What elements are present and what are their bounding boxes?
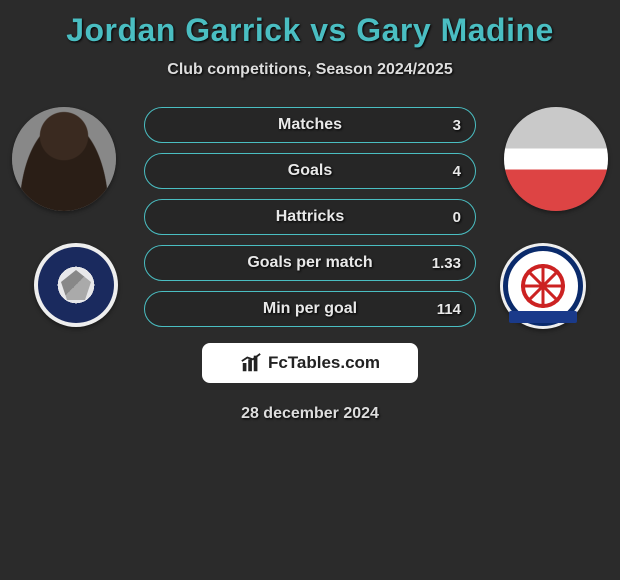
source-logo-text: FcTables.com xyxy=(268,353,380,373)
stat-value: 114 xyxy=(437,301,461,318)
stat-value: 4 xyxy=(453,163,461,180)
subtitle: Club competitions, Season 2024/2025 xyxy=(6,61,614,79)
avatar-placeholder-icon xyxy=(504,107,608,211)
page-title: Jordan Garrick vs Gary Madine xyxy=(6,12,614,49)
stat-value: 1.33 xyxy=(432,255,461,272)
snapshot-date: 28 december 2024 xyxy=(6,405,614,423)
stat-label: Hattricks xyxy=(276,208,344,226)
ship-wheel-icon xyxy=(521,264,565,308)
oldham-badge-icon xyxy=(38,247,114,323)
stat-label: Min per goal xyxy=(263,300,357,318)
stat-label: Goals xyxy=(288,162,332,180)
comparison-body: Matches 3 Goals 4 Hattricks 0 Goals per … xyxy=(6,107,614,337)
stat-pill-matches: Matches 3 xyxy=(144,107,476,143)
player-photo-right xyxy=(504,107,608,211)
club-badge-left xyxy=(34,243,118,327)
stats-list: Matches 3 Goals 4 Hattricks 0 Goals per … xyxy=(144,107,476,337)
comparison-card: Jordan Garrick vs Gary Madine Club compe… xyxy=(0,0,620,431)
hartlepool-badge-icon xyxy=(503,246,583,326)
source-logo: FcTables.com xyxy=(202,343,418,383)
bar-chart-icon xyxy=(240,352,262,374)
stat-value: 0 xyxy=(453,209,461,226)
stat-pill-goals: Goals 4 xyxy=(144,153,476,189)
club-badge-right xyxy=(500,243,586,329)
stat-value: 3 xyxy=(453,117,461,134)
avatar-placeholder-icon xyxy=(12,107,116,211)
stat-pill-hattricks: Hattricks 0 xyxy=(144,199,476,235)
stat-pill-min-per-goal: Min per goal 114 xyxy=(144,291,476,327)
stat-label: Goals per match xyxy=(247,254,372,272)
player-photo-left xyxy=(12,107,116,211)
stat-pill-goals-per-match: Goals per match 1.33 xyxy=(144,245,476,281)
stat-label: Matches xyxy=(278,116,342,134)
